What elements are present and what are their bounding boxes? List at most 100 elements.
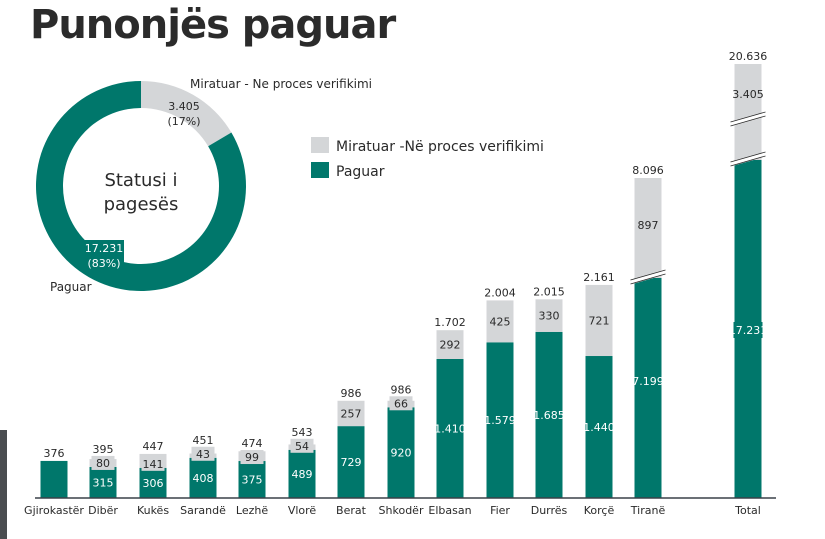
value-label-total: 376: [44, 447, 65, 460]
category-label: Lezhë: [236, 504, 268, 517]
value-label-pending: 257: [341, 407, 362, 420]
value-label-paid: 408: [193, 472, 214, 485]
bar-paid: [585, 356, 613, 498]
value-label-total: 543: [292, 426, 313, 439]
category-label: Shkodër: [379, 504, 424, 517]
bar-pending: [486, 300, 514, 343]
value-label-bg: [290, 438, 314, 453]
bar-paid: [634, 278, 662, 498]
value-label-total: 2.015: [533, 285, 565, 298]
value-label-total: 447: [143, 440, 164, 453]
value-label-total: 2.161: [583, 271, 615, 284]
bar-pending: [734, 64, 762, 160]
value-label-pending: 43: [196, 448, 210, 461]
legend-swatch-paid: [311, 162, 329, 178]
value-label-paid: 17.231: [729, 324, 768, 337]
value-label-paid: 7.199: [632, 375, 664, 388]
value-label-paid: 920: [391, 447, 412, 460]
bar-paid: [89, 466, 117, 498]
category-label: Kukës: [137, 504, 169, 517]
category-label: Fier: [490, 504, 510, 517]
value-label-total: 8.096: [632, 164, 664, 177]
bar-paid: [139, 467, 167, 498]
bar-pending: [436, 330, 464, 359]
value-label-pending: 3.405: [732, 88, 764, 101]
donut-slice-name-pending: Miratuar - Ne proces verifikimi: [190, 77, 372, 91]
axis-break-line: [630, 269, 666, 281]
bar-pending: [585, 284, 613, 357]
value-label-bg: [191, 446, 215, 461]
bar-pending: [535, 299, 563, 332]
bar-paid: [436, 358, 464, 498]
value-label-bg: [91, 455, 115, 470]
value-label-paid: 1.410: [434, 422, 466, 435]
category-label: Total: [734, 504, 761, 517]
donut-label-bg: [84, 240, 124, 270]
value-label-paid: 1.440: [583, 421, 615, 434]
category-label: Korçë: [584, 504, 615, 517]
category-label: Durrës: [531, 504, 568, 517]
category-label: Elbasan: [428, 504, 471, 517]
value-label-pending: 897: [638, 219, 659, 232]
donut-slice-name-paid: Paguar: [50, 280, 92, 294]
legend-label-paid: Paguar: [336, 164, 385, 180]
value-label-pending: 54: [295, 440, 309, 453]
donut-center-label-2: pagesës: [104, 194, 179, 215]
donut-pct-paid: (83%): [87, 257, 120, 270]
axis-break-mark: [629, 269, 667, 285]
value-label-pending: 80: [96, 457, 110, 470]
category-label: Gjirokastër: [24, 504, 84, 517]
bar-pending: [337, 400, 365, 427]
bar-paid: [387, 407, 415, 498]
window-edge: [0, 430, 7, 539]
value-label-paid: 1.579: [484, 414, 516, 427]
value-label-bg: [733, 322, 763, 338]
value-label-total: 395: [93, 443, 114, 456]
axis-break-line: [730, 151, 766, 163]
value-label-pending: 330: [539, 310, 560, 323]
axis-break-mark: [729, 111, 767, 127]
value-label-paid: 306: [143, 477, 164, 490]
bar-paid: [535, 331, 563, 498]
value-label-pending: 66: [394, 397, 408, 410]
value-label-paid: 1.685: [533, 409, 565, 422]
bar-paid: [288, 449, 316, 498]
value-label-bg: [389, 396, 413, 411]
bar-pending: [634, 178, 662, 278]
axis-break-mark: [729, 151, 767, 167]
bar-paid: [189, 457, 217, 498]
axis-break-line: [730, 155, 766, 167]
value-label-paid: 489: [292, 468, 313, 481]
donut-chart: [35, 81, 247, 291]
value-label-pending: 141: [143, 458, 164, 471]
bar-paid: [238, 461, 266, 498]
value-label-bg: [240, 450, 264, 465]
value-label-total: 20.636: [729, 50, 768, 63]
value-label-total: 986: [341, 387, 362, 400]
category-label: Tiranë: [630, 504, 666, 517]
page-title: Punonjës paguar: [30, 2, 396, 48]
category-label: Sarandë: [180, 504, 226, 517]
value-label-pending: 292: [440, 339, 461, 352]
donut-slice-pending: [141, 81, 232, 147]
value-label-total: 1.702: [434, 316, 466, 329]
value-label-paid: 315: [93, 476, 114, 489]
axis-break-line: [730, 115, 766, 127]
value-label-bg: [141, 456, 165, 471]
legend-swatch-pending: [311, 137, 329, 153]
category-label: Berat: [336, 504, 367, 517]
legend-label-pending: Miratuar -Në proces verifikimi: [336, 139, 544, 155]
value-label-total: 2.004: [484, 286, 516, 299]
value-label-paid: 729: [341, 456, 362, 469]
value-label-paid: 375: [242, 474, 263, 487]
value-label-pending: 721: [589, 314, 610, 327]
donut-pct-pending: (17%): [167, 115, 200, 128]
value-label-pending: 99: [245, 451, 259, 464]
donut-center-label-1: Statusi i: [104, 170, 177, 191]
donut-value-paid: 17.231: [85, 242, 124, 255]
value-label-pending: 425: [490, 315, 511, 328]
value-label-total: 474: [242, 437, 263, 450]
value-label-total: 451: [193, 434, 214, 447]
